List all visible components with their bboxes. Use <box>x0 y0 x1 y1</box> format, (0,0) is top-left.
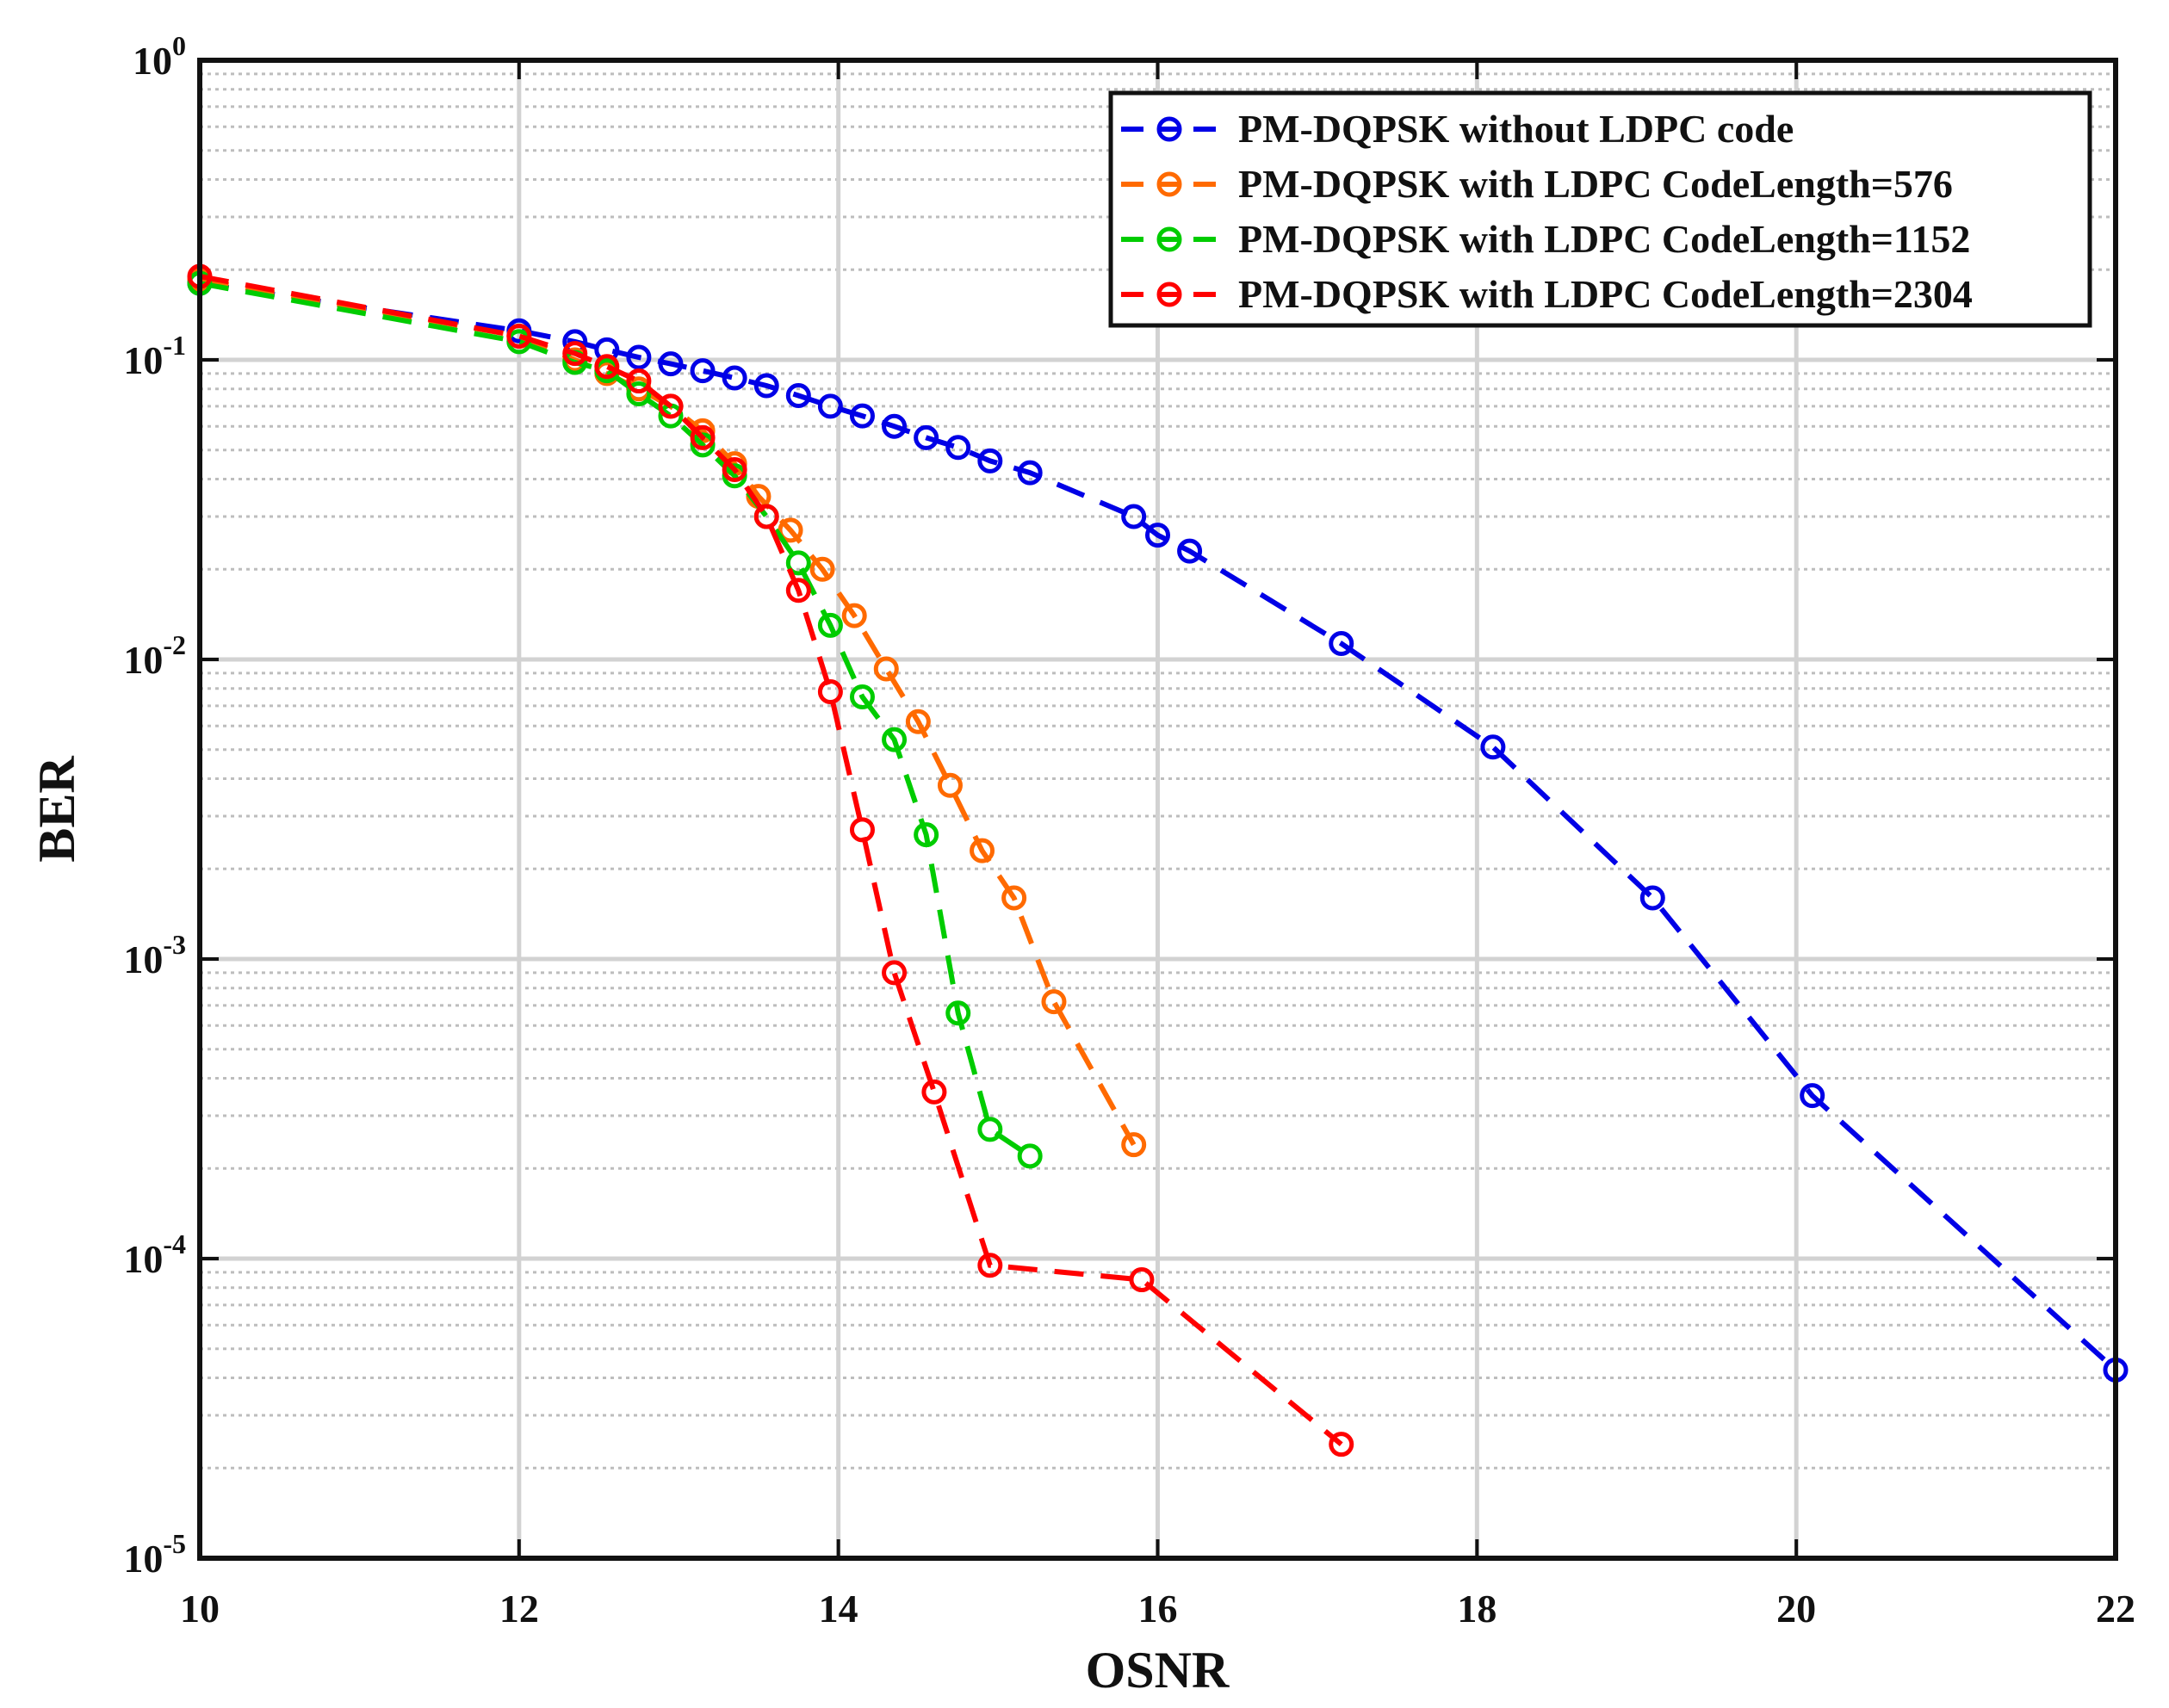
series-line <box>199 281 2118 1372</box>
data-point <box>882 960 908 986</box>
data-point <box>753 373 779 399</box>
data-point <box>1329 631 1354 657</box>
legend-swatch-marker <box>1156 116 1182 142</box>
legend-label: PM-DQPSK with LDPC CodeLength=2304 <box>1238 272 1973 316</box>
data-point <box>970 838 995 863</box>
data-point <box>873 656 899 682</box>
data-point <box>914 822 939 848</box>
data-point <box>1121 1132 1147 1158</box>
data-point <box>658 351 684 377</box>
data-point <box>977 1253 1003 1278</box>
data-point <box>1121 504 1147 529</box>
data-point <box>817 612 843 638</box>
legend-label: PM-DQPSK with LDPC CodeLength=576 <box>1238 162 1953 206</box>
data-point <box>905 709 931 734</box>
data-series <box>187 263 2129 1457</box>
legend-label: PM-DQPSK without LDPC code <box>1238 107 1794 151</box>
y-tick-label: 100 <box>133 30 186 83</box>
data-point <box>809 556 835 582</box>
axis-ticks: 10 12 14 16 18 20 22 100 10-1 10-2 10-3 10-4 10-5 <box>123 30 2135 1631</box>
data-point <box>626 344 652 370</box>
legend-entries: PM-DQPSK without LDPC code PM-DQPSK with … <box>1121 107 1973 316</box>
data-point <box>914 424 939 450</box>
y-tick-label: 10-3 <box>123 929 186 981</box>
data-point <box>882 413 908 439</box>
data-point <box>626 368 652 394</box>
data-point <box>841 603 867 628</box>
y-tick-label: 10-2 <box>123 629 186 682</box>
data-point <box>778 517 803 543</box>
data-point <box>1041 989 1067 1015</box>
legend-swatch-marker <box>1156 282 1182 307</box>
data-point <box>753 504 779 529</box>
y-axis-label: BER <box>28 756 85 863</box>
x-axis-label: OSNR <box>1086 1642 1230 1699</box>
legend-entry: PM-DQPSK with LDPC CodeLength=576 <box>1121 162 1953 206</box>
legend-entry: PM-DQPSK without LDPC code <box>1121 107 1794 151</box>
data-point <box>945 1000 971 1026</box>
data-point <box>626 381 652 407</box>
legend-entry: PM-DQPSK with LDPC CodeLength=2304 <box>1121 272 1973 316</box>
legend-label: PM-DQPSK with LDPC CodeLength=1152 <box>1238 217 1970 261</box>
data-point <box>817 393 843 419</box>
legend-swatch-marker <box>1156 171 1182 197</box>
legend-swatch-marker <box>1156 226 1182 252</box>
x-tick-label: 10 <box>180 1587 220 1631</box>
data-point <box>690 358 716 384</box>
data-point <box>1145 523 1170 548</box>
data-point <box>1329 1432 1354 1457</box>
data-point <box>1001 885 1027 911</box>
data-point <box>817 679 843 705</box>
x-tick-label: 20 <box>1776 1587 1816 1631</box>
axis-labels: OSNR BER <box>28 756 1230 1699</box>
data-point <box>562 341 588 367</box>
x-tick-label: 14 <box>819 1587 858 1631</box>
data-point <box>690 424 716 450</box>
data-point <box>722 365 747 391</box>
data-point <box>785 550 811 576</box>
data-point <box>506 323 532 349</box>
data-point <box>882 727 908 752</box>
legend-box <box>1108 90 2092 328</box>
data-point <box>785 382 811 408</box>
legend-entry: PM-DQPSK with LDPC CodeLength=1152 <box>1121 217 1970 261</box>
y-tick-label: 10-4 <box>123 1228 186 1281</box>
data-point <box>849 684 875 709</box>
data-point <box>1129 1267 1155 1293</box>
data-point <box>849 817 875 843</box>
y-tick-label: 10-5 <box>123 1528 186 1581</box>
x-tick-label: 18 <box>1457 1587 1497 1631</box>
x-tick-label: 12 <box>499 1587 539 1631</box>
data-point <box>722 457 747 483</box>
data-point <box>1800 1083 1825 1109</box>
x-tick-label: 22 <box>2096 1587 2135 1631</box>
data-point <box>977 448 1003 473</box>
data-point <box>594 354 620 380</box>
series-4 <box>187 263 1354 1457</box>
data-point <box>849 403 875 429</box>
data-point <box>1177 538 1203 564</box>
data-point <box>1017 460 1043 486</box>
data-point <box>977 1117 1003 1142</box>
x-tick-label: 16 <box>1138 1587 1178 1631</box>
data-point <box>658 393 684 419</box>
data-point <box>921 1079 947 1105</box>
legend: PM-DQPSK without LDPC code PM-DQPSK with … <box>1108 90 2092 328</box>
data-point <box>1017 1143 1043 1169</box>
data-point <box>785 578 811 603</box>
data-point <box>1639 885 1665 911</box>
data-point <box>937 772 963 798</box>
data-point <box>945 435 971 461</box>
y-tick-label: 10-1 <box>123 330 186 382</box>
data-point <box>1480 734 1506 760</box>
